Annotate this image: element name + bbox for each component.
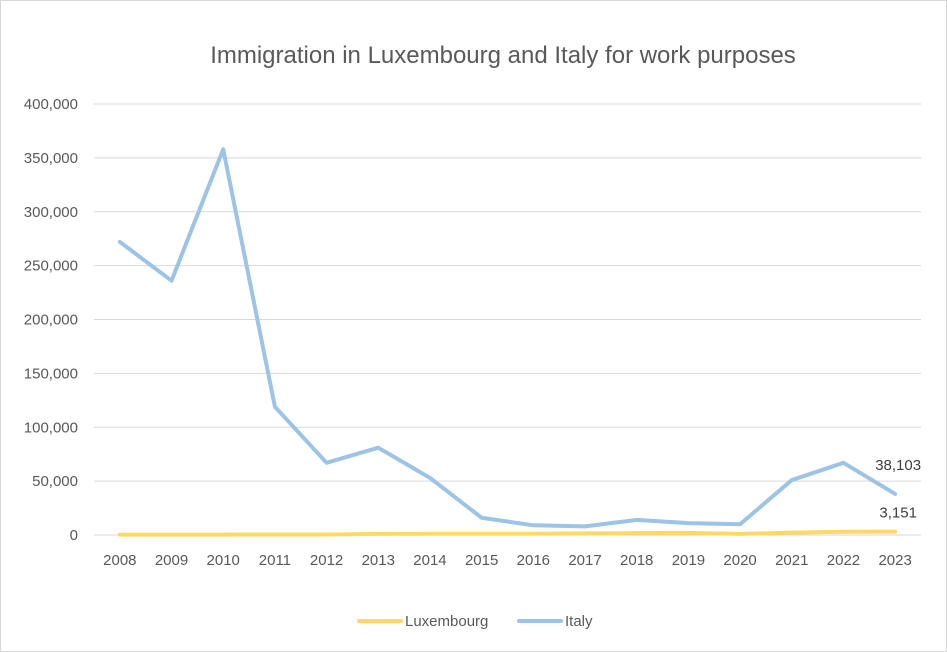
x-tick-label: 2009 xyxy=(155,552,188,569)
series-line-luxembourg xyxy=(117,529,898,537)
x-tick-label: 2012 xyxy=(310,552,343,569)
y-axis-ticks: 0 50,000 100,000 150,000 200,000 250,000 300,0… xyxy=(24,96,78,544)
gridlines xyxy=(94,103,921,536)
x-tick-label: 2021 xyxy=(775,552,808,569)
series xyxy=(117,147,898,537)
x-tick-label: 2008 xyxy=(103,552,136,569)
end-label-luxembourg: 3,151 xyxy=(879,505,917,522)
y-tick-label: 350,000 xyxy=(24,150,78,167)
y-tick-label: 400,000 xyxy=(24,96,78,113)
y-tick-label: 100,000 xyxy=(24,419,78,436)
x-tick-label: 2013 xyxy=(362,552,395,569)
x-tick-label: 2010 xyxy=(207,552,240,569)
x-tick-label: 2011 xyxy=(259,552,291,569)
x-axis-ticks: 2008 2009 2010 2011 2012 2013 2014 2015 2016 2017… xyxy=(103,552,912,569)
y-tick-label: 200,000 xyxy=(24,312,78,329)
x-tick-label: 2016 xyxy=(517,552,550,569)
y-tick-label: 150,000 xyxy=(24,365,78,382)
series-line-italy xyxy=(117,147,898,529)
legend-label-luxembourg: Luxembourg xyxy=(405,613,488,630)
y-tick-label: 250,000 xyxy=(24,258,78,275)
data-labels: 3,151 38,103 xyxy=(875,457,921,522)
x-tick-label: 2015 xyxy=(465,552,498,569)
x-tick-label: 2019 xyxy=(672,552,705,569)
end-label-italy: 38,103 xyxy=(875,457,921,474)
x-tick-label: 2017 xyxy=(568,552,601,569)
legend-label-italy: Italy xyxy=(565,613,593,630)
x-tick-label: 2018 xyxy=(620,552,653,569)
y-tick-label: 300,000 xyxy=(24,204,78,221)
chart-title: Immigration in Luxembourg and Italy for … xyxy=(210,42,796,69)
y-tick-label: 50,000 xyxy=(32,473,78,490)
x-tick-label: 2023 xyxy=(878,552,911,569)
x-tick-label: 2020 xyxy=(723,552,756,569)
x-tick-label: 2014 xyxy=(413,552,446,569)
legend: Luxembourg Italy xyxy=(357,613,593,630)
x-tick-label: 2022 xyxy=(827,552,860,569)
y-tick-label: 0 xyxy=(70,527,78,544)
